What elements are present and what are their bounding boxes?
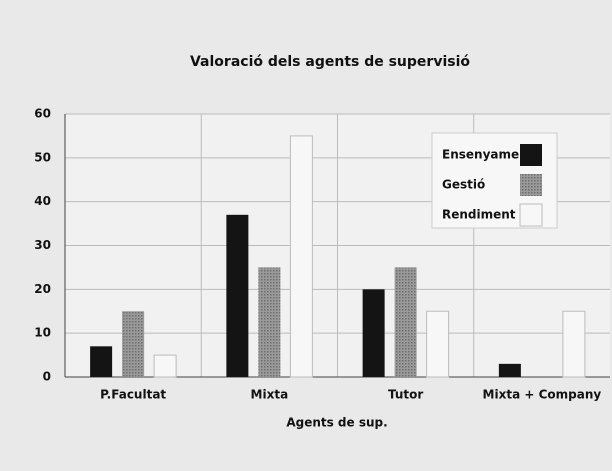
- y-tick-label: 60: [34, 107, 51, 121]
- bar: [362, 289, 385, 377]
- bar: [226, 214, 249, 377]
- chart-title: Valoració dels agents de supervisió: [190, 54, 470, 70]
- y-tick-label: 30: [34, 238, 51, 252]
- bar: [562, 310, 586, 378]
- bar: [289, 135, 313, 378]
- bar: [122, 311, 145, 377]
- bar: [394, 267, 417, 377]
- legend-swatch: [519, 203, 543, 227]
- legend-label: Ensenyament: [442, 148, 534, 162]
- y-tick-label: 10: [34, 326, 51, 340]
- y-tick-label: 50: [34, 150, 51, 164]
- bar: [90, 346, 113, 377]
- y-tick-label: 0: [43, 370, 51, 384]
- x-tick-label: Mixta + Company: [483, 388, 602, 402]
- x-tick-label: P.Facultat: [100, 388, 166, 402]
- bar: [498, 363, 521, 377]
- x-tick-label: Mixta: [251, 388, 289, 402]
- legend-label: Rendiment: [442, 208, 516, 222]
- legend-label: Gestió: [442, 178, 485, 192]
- bar: [258, 267, 281, 377]
- legend-swatch: [520, 174, 542, 196]
- bar: [153, 354, 177, 378]
- x-axis-label: Agents de sup.: [286, 416, 387, 430]
- legend-swatch: [520, 144, 542, 166]
- y-tick-label: 40: [34, 194, 51, 208]
- bar: [426, 310, 450, 378]
- y-tick-label: 20: [34, 282, 51, 296]
- x-tick-label: Tutor: [388, 388, 423, 402]
